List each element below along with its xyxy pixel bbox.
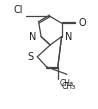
Text: O: O xyxy=(78,18,86,28)
Text: CH₃: CH₃ xyxy=(60,79,74,88)
Text: N: N xyxy=(65,32,73,42)
Text: Cl: Cl xyxy=(13,5,23,15)
Text: CH₃: CH₃ xyxy=(62,82,76,91)
Text: N: N xyxy=(29,32,37,42)
Text: S: S xyxy=(27,52,34,62)
